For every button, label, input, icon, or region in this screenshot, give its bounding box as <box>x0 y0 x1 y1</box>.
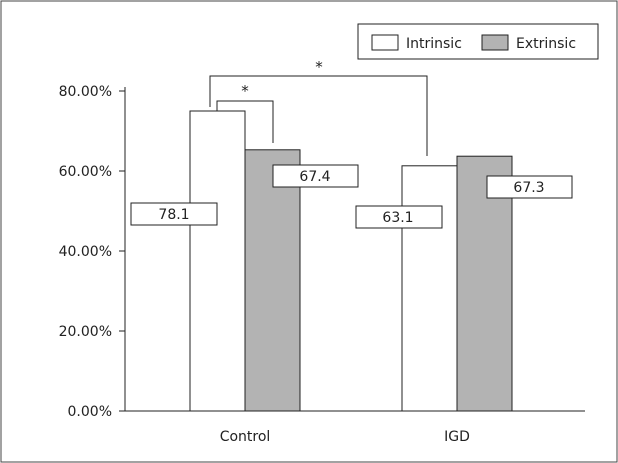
data-label-igd-intrinsic: 63.1 <box>382 210 413 226</box>
bar-control-extrinsic <box>244 149 301 412</box>
significance-bracket-outer <box>209 75 428 156</box>
data-label-control-extrinsic: 67.4 <box>299 169 330 185</box>
data-label-box <box>355 205 443 229</box>
legend: Intrinsic Extrinsic <box>357 23 599 60</box>
bar-igd-intrinsic <box>401 165 458 412</box>
significance-bracket-inner <box>216 100 274 143</box>
data-label-box <box>272 164 359 188</box>
y-ticks: 0.00% 20.00% 40.00% 60.00% 80.00% <box>59 84 125 420</box>
data-label-box <box>130 202 218 226</box>
x-category-label: Control <box>220 429 271 445</box>
significance-star-outer: * <box>315 58 323 76</box>
y-tick-label: 20.00% <box>59 324 112 340</box>
data-label-box <box>486 175 573 199</box>
bar-control-intrinsic <box>189 110 246 412</box>
bars <box>189 110 513 412</box>
data-label-igd-extrinsic: 67.3 <box>513 180 544 196</box>
data-label-control-intrinsic: 78.1 <box>158 207 189 223</box>
y-tick-label: 0.00% <box>68 404 112 420</box>
y-tick-label: 60.00% <box>59 164 112 180</box>
legend-swatch-intrinsic <box>371 34 399 51</box>
y-tick-label: 40.00% <box>59 244 112 260</box>
legend-label-extrinsic: Extrinsic <box>516 36 576 52</box>
data-labels: 78.1 67.4 63.1 67.3 <box>130 164 573 229</box>
bar-igd-extrinsic <box>456 155 513 412</box>
legend-label-intrinsic: Intrinsic <box>406 36 462 52</box>
significance-markers: * * <box>209 58 428 156</box>
significance-star-inner: * <box>241 82 249 100</box>
y-tick-label: 80.00% <box>59 84 112 100</box>
x-category-label: IGD <box>444 429 470 445</box>
legend-swatch-extrinsic <box>481 34 509 51</box>
